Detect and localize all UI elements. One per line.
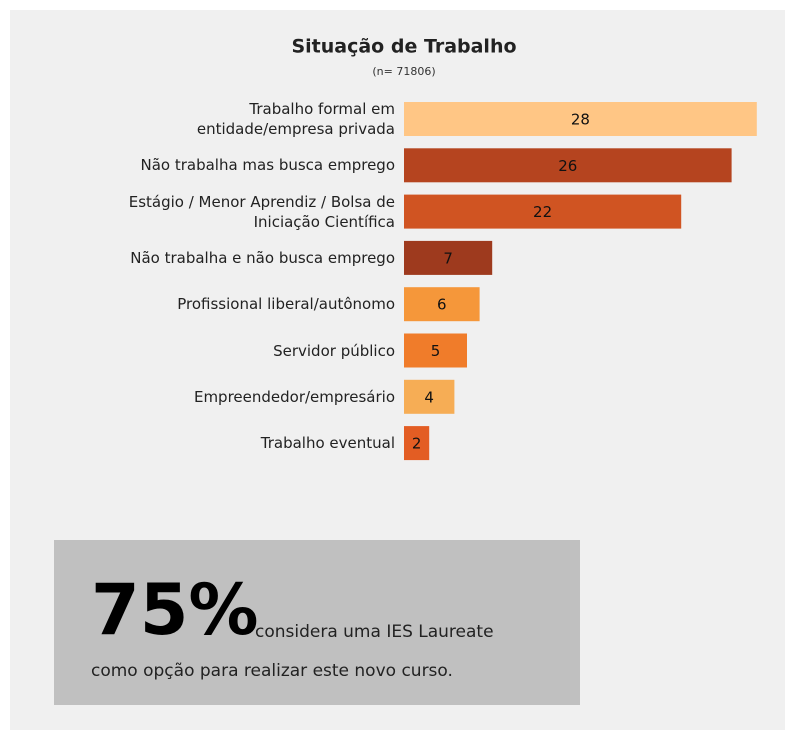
value-label: 28 [571, 111, 590, 129]
bar [404, 333, 467, 368]
bar [404, 102, 757, 136]
bar [404, 148, 732, 183]
bar [404, 287, 480, 322]
value-label: 7 [443, 249, 453, 267]
category-label: Servidor público [273, 341, 395, 360]
category-label: Não trabalha mas busca emprego [140, 156, 395, 175]
bar [404, 426, 430, 461]
category-label: Profissional liberal/autônomo [177, 295, 395, 314]
bar [404, 379, 455, 414]
callout-headline: 75% [91, 569, 259, 651]
category-label: Não trabalha e não busca emprego [130, 248, 395, 267]
chart-title: Situação de Trabalho [291, 36, 516, 58]
callout-box [54, 540, 580, 705]
value-label: 6 [437, 296, 447, 314]
category-label: Empreendedor/empresário [193, 387, 395, 406]
bar [404, 194, 682, 229]
value-label: 22 [533, 203, 552, 221]
category-label: Trabalho eventual [260, 434, 395, 453]
value-label: 2 [412, 435, 422, 453]
chart-subtitle: (n= 71806) [372, 65, 435, 78]
value-label: 5 [431, 342, 441, 360]
callout-text: como opção para realizar este novo curso… [91, 661, 453, 681]
value-label: 4 [424, 388, 434, 406]
value-label: 26 [558, 157, 577, 175]
bar [404, 240, 493, 275]
category-label: Trabalho formal em entidade/empresa priv… [196, 100, 395, 138]
callout-text: considera uma IES Laureate [255, 622, 494, 642]
category-label: Estágio / Menor Aprendiz / Bolsa de Inic… [128, 192, 395, 231]
